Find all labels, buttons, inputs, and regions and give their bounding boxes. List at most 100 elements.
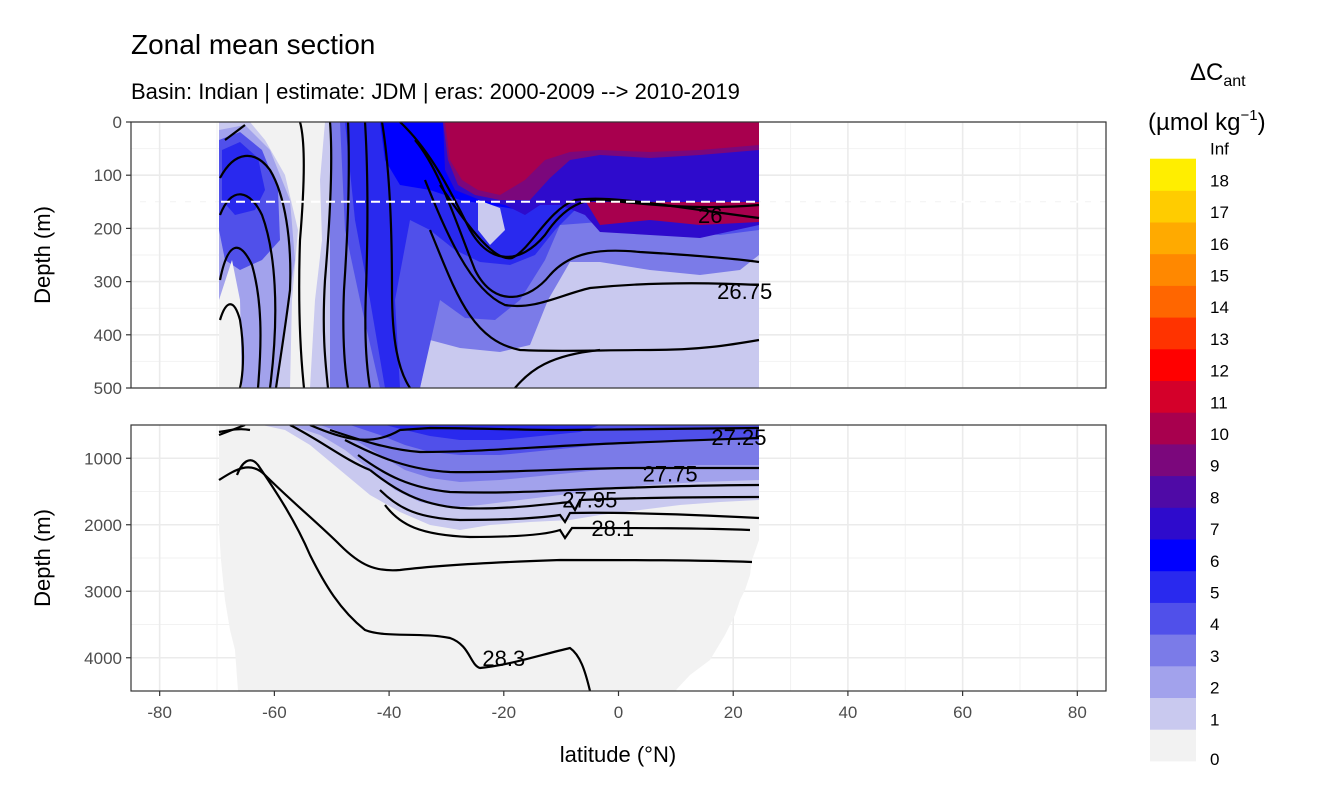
contour-bot-27 — [309, 425, 760, 441]
legend-label: 17 — [1210, 203, 1229, 222]
legend-key — [1150, 380, 1196, 413]
contour-bot-2795 — [369, 469, 760, 513]
x-tick-label: 20 — [724, 703, 743, 722]
y-tick-label: 100 — [94, 166, 122, 185]
y-tick-label: 500 — [94, 379, 122, 398]
upper-y-axis: 0 100 200 300 400 500 — [94, 113, 131, 398]
legend-key — [1150, 444, 1196, 477]
contour-top-14 — [428, 229, 760, 352]
legend-key — [1150, 285, 1196, 318]
legend-label: 14 — [1210, 298, 1229, 317]
legend-key — [1150, 539, 1196, 572]
legend-title-subscript: ant — [1223, 73, 1246, 90]
x-axis: -80 -60 -40 -20 0 20 40 60 80 — [147, 691, 1087, 722]
contour-label: 27.95 — [562, 487, 617, 512]
legend-key — [1150, 190, 1196, 223]
contour-top-13 — [423, 179, 760, 308]
contour-bot-2 — [289, 425, 371, 472]
contour-top-15 — [514, 348, 601, 388]
contour-top-12 — [414, 139, 760, 298]
legend-units-suffix: ) — [1258, 109, 1266, 136]
legend-key — [1150, 475, 1196, 508]
legend-label: 10 — [1210, 425, 1229, 444]
contour-bot-2805 — [379, 489, 760, 525]
legend-label: 16 — [1210, 235, 1229, 254]
x-tick-label: -60 — [262, 703, 287, 722]
contour-label: 27.25 — [711, 425, 766, 450]
contour-top-7 — [322, 122, 333, 388]
lower-y-axis-title: Depth (m) — [30, 509, 55, 607]
y-tick-label: 400 — [94, 326, 122, 345]
legend-label: 5 — [1210, 584, 1219, 603]
chart-subtitle: Basin: Indian | estimate: JDM | eras: 20… — [131, 79, 740, 104]
legend-label: Inf — [1210, 140, 1229, 159]
x-tick-label: -40 — [377, 703, 402, 722]
contour-top-5 — [218, 303, 245, 388]
upper-panel: 26 26.75 0 100 200 300 400 500 Depth (m) — [30, 113, 1107, 398]
lower-density-contours — [218, 425, 760, 691]
contour-bot-281 — [384, 504, 751, 540]
contour-label: 28.1 — [591, 516, 634, 541]
legend-label: 6 — [1210, 552, 1219, 571]
y-tick-label: 0 — [113, 113, 122, 132]
x-tick-label: -80 — [147, 703, 172, 722]
contour-top-4 — [218, 246, 262, 388]
upper-density-contours — [218, 122, 760, 388]
contour-top-26 — [439, 184, 760, 260]
x-tick-label: -20 — [492, 703, 517, 722]
legend-key — [1150, 222, 1196, 255]
contour-bot-2775 — [357, 454, 760, 494]
upper-field-level-0-strip — [250, 122, 325, 388]
legend-units: (µmol kg−1) — [1148, 107, 1266, 136]
x-axis-title: latitude (°N) — [560, 742, 676, 767]
y-tick-label: 3000 — [84, 582, 122, 601]
legend-key — [1150, 507, 1196, 540]
x-tick-label: 40 — [838, 703, 857, 722]
legend-key — [1150, 729, 1196, 762]
contour-bot-edge — [218, 428, 251, 434]
contour-top-9 — [363, 122, 372, 388]
color-legend: ΔCant (µmol kg−1) 0123456789101112131415… — [1148, 59, 1266, 769]
legend-units-prefix: (µmol kg — [1148, 109, 1241, 136]
legend-label: 1 — [1210, 710, 1219, 729]
legend-units-superscript: −1 — [1241, 107, 1258, 124]
legend-key — [1150, 412, 1196, 445]
contour-bot-275 — [344, 439, 759, 474]
legend-label: 18 — [1210, 171, 1229, 190]
lower-contour-labels: 27.25 27.75 27.95 28.1 28.3 — [482, 425, 766, 671]
legend-key — [1150, 665, 1196, 698]
legend-label: 3 — [1210, 647, 1219, 666]
contour-label: 26 — [698, 203, 722, 228]
contour-top-3 — [218, 193, 277, 388]
legend-label: 8 — [1210, 488, 1219, 507]
contour-top-10 — [380, 122, 411, 388]
contour-label: 26.75 — [717, 279, 772, 304]
legend-title: ΔCant — [1190, 59, 1246, 90]
legend-key — [1150, 634, 1196, 667]
x-tick-label: 60 — [953, 703, 972, 722]
legend-key — [1150, 348, 1196, 381]
contour-top-6 — [298, 122, 306, 388]
contour-bot-2725 — [329, 428, 760, 454]
legend-label: 9 — [1210, 457, 1219, 476]
contour-top-2 — [219, 154, 292, 388]
lower-panel: 27.25 27.75 27.95 28.1 28.3 1000 2000 3000 4000… — [30, 424, 1107, 767]
y-tick-label: 4000 — [84, 649, 122, 668]
contour-bot-283 — [235, 459, 592, 691]
legend-key — [1150, 158, 1196, 191]
y-tick-label: 2000 — [84, 516, 122, 535]
upper-contour-labels: 26 26.75 — [698, 203, 772, 304]
legend-label: 0 — [1210, 750, 1219, 769]
legend-label: 12 — [1210, 362, 1229, 381]
legend-label: 13 — [1210, 330, 1229, 349]
legend-key — [1150, 253, 1196, 286]
contour-top-1 — [224, 124, 246, 141]
legend-label: 11 — [1210, 393, 1228, 412]
legend-label: 15 — [1210, 267, 1229, 286]
upper-field-level-0-edge — [219, 260, 242, 388]
upper-field-level-1-pocket — [478, 200, 505, 245]
x-tick-label: 80 — [1068, 703, 1087, 722]
legend-key — [1150, 570, 1196, 603]
